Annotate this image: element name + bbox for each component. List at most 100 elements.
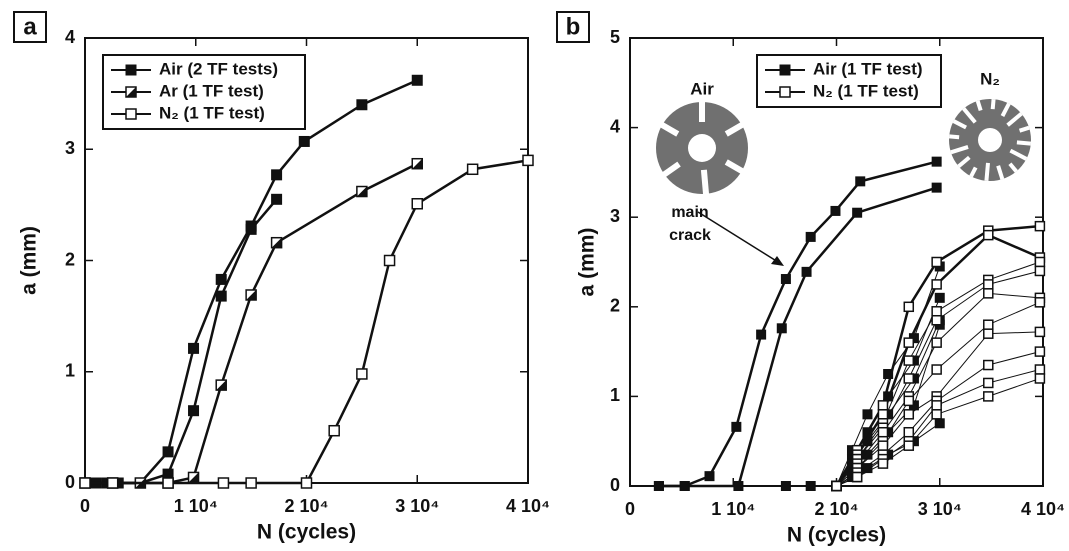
annotation: N₂	[980, 69, 1000, 88]
data-point	[931, 156, 942, 167]
marker-square	[188, 342, 200, 354]
marker-square	[931, 256, 942, 268]
panel-label: b	[566, 13, 581, 40]
marker-square	[934, 292, 945, 303]
data-point	[883, 369, 894, 379]
y-tick-label: 1	[610, 385, 620, 405]
data-point	[931, 256, 942, 268]
marker-square	[877, 426, 889, 438]
marker-square	[877, 400, 889, 411]
y-tick-label: 0	[65, 472, 75, 492]
data-point	[704, 471, 715, 482]
marker-square	[983, 391, 994, 402]
marker-square	[931, 156, 942, 167]
marker-square	[1034, 256, 1046, 268]
marker-square	[931, 279, 942, 290]
data-point	[983, 279, 994, 290]
marker-square	[188, 405, 200, 417]
marker-square	[931, 306, 942, 317]
data-point	[931, 337, 942, 348]
data-point	[830, 205, 841, 216]
data-point	[903, 409, 915, 420]
data-point	[931, 400, 942, 411]
data-point	[903, 440, 915, 451]
x-tick-label: 1 10⁴	[711, 499, 755, 519]
data-point	[1034, 364, 1046, 375]
legend-label: Air (1 TF test)	[813, 59, 923, 78]
marker-square	[298, 135, 310, 147]
marker-square	[162, 446, 174, 458]
marker-square	[903, 355, 915, 366]
y-tick-label: 0	[610, 475, 620, 495]
data-point	[855, 176, 866, 187]
data-point	[679, 481, 690, 491]
data-point	[383, 254, 396, 267]
data-point	[162, 477, 174, 489]
marker-square	[356, 99, 368, 111]
marker-square	[79, 477, 91, 489]
data-point	[903, 355, 915, 366]
data-point	[653, 481, 664, 491]
marker-square	[903, 409, 915, 420]
legend-label: N₂ (1 TF test)	[813, 81, 919, 100]
marker-square	[466, 163, 479, 176]
marker-square	[522, 154, 534, 167]
y-tick-label: 4	[65, 27, 75, 47]
data-point	[1034, 256, 1046, 268]
data-point	[106, 477, 119, 489]
marker-half	[356, 186, 367, 197]
y-tick-label: 4	[610, 116, 620, 136]
main-crack-arrow	[697, 211, 784, 266]
marker-square	[125, 108, 137, 120]
data-point	[851, 471, 863, 483]
data-point	[934, 418, 945, 429]
panel-label-box	[13, 11, 47, 43]
data-point	[300, 477, 313, 489]
x-tick-label: 4 10⁴	[1021, 499, 1065, 519]
data-point	[215, 273, 227, 285]
data-point	[1034, 326, 1046, 338]
marker-square	[801, 266, 812, 277]
x-tick-label: 2 10⁴	[815, 499, 859, 519]
marker-half	[412, 158, 423, 169]
marker-square	[779, 86, 791, 98]
marker-square	[245, 223, 257, 235]
y-axis-label: a (mm)	[18, 226, 41, 295]
data-point	[356, 99, 368, 111]
marker-half	[188, 472, 199, 483]
x-tick-label: 3 10⁴	[918, 499, 962, 519]
data-point	[877, 400, 889, 411]
marker-square	[731, 421, 742, 432]
marker-square	[215, 273, 227, 285]
legend-marker	[125, 108, 137, 120]
marker-square	[855, 176, 866, 187]
marker-square	[877, 458, 889, 469]
data-point	[983, 319, 994, 330]
data-point	[188, 342, 200, 354]
data-point	[776, 323, 787, 334]
marker-square	[1034, 297, 1046, 308]
data-point	[983, 229, 994, 241]
data-point	[298, 135, 310, 147]
marker-square	[162, 477, 174, 489]
marker-square	[931, 364, 942, 375]
marker-half	[246, 289, 257, 300]
y-tick-label: 3	[65, 138, 75, 158]
data-point	[805, 231, 816, 242]
marker-square	[411, 74, 423, 86]
marker-square	[245, 477, 257, 489]
data-point	[188, 405, 200, 417]
data-point	[328, 424, 340, 437]
marker-square	[983, 328, 994, 339]
marker-square	[931, 409, 942, 420]
marker-square	[831, 480, 842, 492]
data-point	[1034, 265, 1046, 277]
marker-square	[653, 481, 664, 491]
data-point	[1034, 297, 1046, 308]
data-point	[466, 163, 479, 176]
legend-marker	[779, 86, 791, 98]
data-point	[271, 169, 283, 181]
x-tick-label: 2 10⁴	[285, 496, 329, 516]
data-point	[862, 409, 873, 420]
